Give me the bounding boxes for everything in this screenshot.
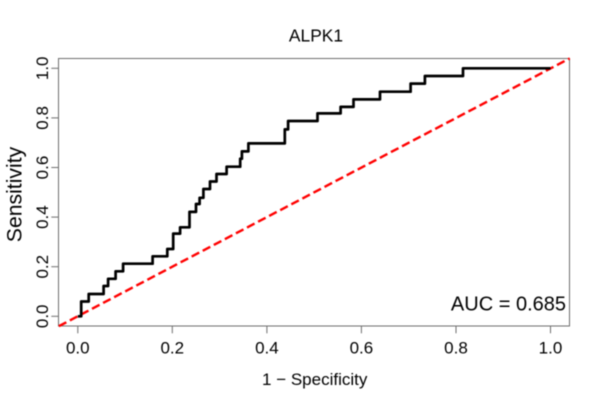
svg-text:0.0: 0.0 <box>33 304 52 328</box>
svg-text:1.0: 1.0 <box>539 339 563 358</box>
svg-text:0.8: 0.8 <box>444 339 468 358</box>
svg-text:0.0: 0.0 <box>66 339 90 358</box>
svg-text:0.6: 0.6 <box>350 339 374 358</box>
svg-text:0.4: 0.4 <box>33 205 52 229</box>
svg-text:0.4: 0.4 <box>255 339 279 358</box>
svg-text:1 − Specificity: 1 − Specificity <box>262 370 368 389</box>
svg-text:0.6: 0.6 <box>33 156 52 180</box>
svg-text:0.2: 0.2 <box>33 255 52 279</box>
svg-text:0.2: 0.2 <box>160 339 184 358</box>
svg-text:0.8: 0.8 <box>33 106 52 130</box>
svg-text:1.0: 1.0 <box>33 56 52 80</box>
svg-text:AUC = 0.685: AUC = 0.685 <box>451 293 566 315</box>
svg-text:ALPK1: ALPK1 <box>289 26 343 46</box>
svg-text:Sensitivity: Sensitivity <box>4 146 27 242</box>
